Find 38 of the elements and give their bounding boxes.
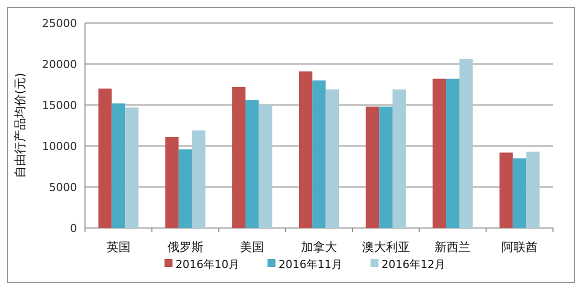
- bar: [326, 89, 340, 228]
- bar: [526, 152, 540, 228]
- y-tick-label: 20000: [42, 58, 77, 71]
- x-tick-label: 英国: [106, 240, 130, 254]
- x-tick-label: 新西兰: [434, 240, 471, 254]
- bar: [500, 152, 513, 228]
- bar: [312, 80, 326, 228]
- y-tick-label: 5000: [49, 181, 77, 194]
- y-tick-label: 10000: [42, 140, 77, 153]
- bar: [112, 103, 126, 228]
- bar: [125, 107, 138, 228]
- x-tick-label: 俄罗斯: [167, 240, 204, 254]
- x-tick-label: 加拿大: [301, 240, 337, 254]
- bar: [459, 59, 473, 228]
- bar: [392, 89, 406, 228]
- bar: [98, 88, 112, 228]
- bar: [512, 158, 526, 228]
- bar: [232, 86, 246, 228]
- x-tick-label: 美国: [240, 240, 264, 254]
- y-axis-title: 自由行产品均价(元): [13, 72, 27, 178]
- legend-label: 2016年11月: [278, 258, 342, 271]
- bar: [165, 136, 179, 228]
- y-tick-label: 15000: [42, 99, 77, 112]
- bar: [446, 78, 460, 228]
- bar: [432, 78, 446, 228]
- bar: [245, 100, 259, 228]
- y-tick-label: 25000: [42, 17, 77, 30]
- bar: [258, 105, 272, 228]
- legend-label: 2016年12月: [382, 258, 446, 271]
- bar: [379, 106, 393, 228]
- legend-label: 2016年10月: [176, 258, 240, 271]
- x-tick-label: 澳大利亚: [362, 240, 410, 254]
- bar: [298, 71, 312, 228]
- bar: [366, 106, 380, 228]
- x-tick-label: 阿联酋: [502, 240, 538, 254]
- bar: [192, 130, 206, 228]
- bar: [178, 149, 192, 228]
- y-tick-label: 0: [70, 222, 77, 235]
